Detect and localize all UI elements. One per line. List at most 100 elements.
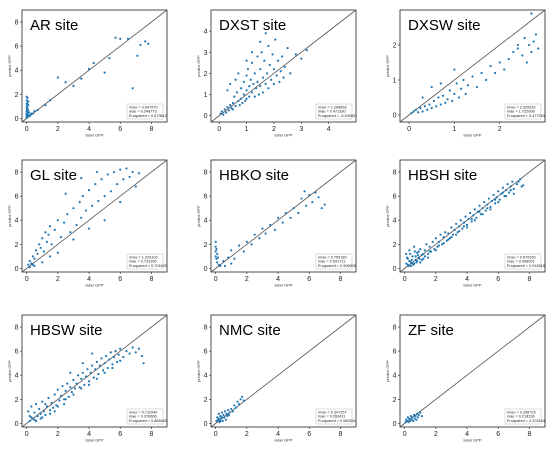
data-point (410, 258, 413, 262)
data-point (274, 38, 277, 41)
data-point (119, 168, 122, 171)
data-point (220, 110, 224, 113)
data-point (451, 233, 455, 236)
data-point (461, 227, 464, 230)
data-point (95, 377, 98, 380)
data-point (303, 190, 306, 193)
data-point (56, 388, 59, 391)
data-point (112, 170, 116, 174)
data-point (487, 197, 490, 200)
data-point (305, 49, 308, 52)
data-point (264, 82, 267, 86)
data-point (497, 201, 500, 204)
x-tick-label: 0 (403, 276, 407, 283)
one-to-one-line (210, 159, 357, 273)
y-tick-label: 8 (15, 325, 19, 332)
data-point (231, 108, 234, 111)
data-point (56, 405, 59, 408)
data-point (242, 250, 245, 253)
data-point (219, 419, 222, 423)
data-point (447, 232, 450, 235)
y-tick-label: 6 (393, 194, 397, 201)
data-point (439, 233, 442, 236)
data-point (33, 264, 36, 268)
data-point (80, 176, 83, 180)
data-point (465, 223, 469, 227)
data-point (131, 87, 134, 90)
data-point (314, 191, 317, 194)
data-point (119, 347, 122, 350)
data-point (33, 418, 36, 421)
data-point (512, 187, 515, 191)
data-point (245, 97, 248, 100)
data-point (64, 192, 67, 195)
x-tick-label: 8 (527, 431, 531, 438)
x-tick-label: 8 (149, 276, 153, 283)
data-point (27, 410, 30, 413)
data-point (241, 101, 244, 105)
data-point (44, 403, 47, 406)
stats-line: mae = 0.260411 (318, 415, 345, 419)
data-point (407, 264, 410, 268)
y-tick-label: 4 (204, 373, 208, 380)
data-point (47, 396, 50, 400)
stats-line: rmse = 0.258725 (507, 411, 536, 415)
data-point (404, 421, 407, 424)
data-point (408, 249, 411, 252)
x-axis-label: label GPP (85, 283, 103, 288)
data-point (80, 216, 83, 219)
data-point (111, 363, 114, 366)
data-point (419, 106, 422, 110)
data-point (284, 211, 287, 215)
data-point (421, 96, 424, 99)
data-point (34, 403, 38, 406)
data-point (45, 405, 49, 408)
x-tick-label: 4 (87, 126, 91, 133)
y-tick-label: 0 (204, 113, 208, 120)
one-to-one-line (21, 314, 168, 428)
x-axis-label: label GPP (274, 438, 292, 443)
data-point (518, 178, 522, 181)
stats-box (315, 408, 353, 425)
x-tick-label: 2 (434, 276, 438, 283)
data-point (61, 384, 64, 388)
data-point (80, 377, 83, 380)
stats-line: mae = 0.218236 (507, 415, 535, 419)
data-point (62, 403, 66, 406)
data-point (31, 255, 35, 258)
data-point (223, 108, 226, 111)
y-tick-label: 8 (393, 325, 397, 332)
x-tick-label: 4 (87, 276, 91, 283)
plot-frame (399, 159, 546, 273)
data-point (33, 257, 36, 260)
data-point (53, 393, 56, 396)
data-point (139, 43, 142, 47)
data-point (470, 220, 473, 223)
data-point (520, 185, 523, 188)
stats-line: R-squared = 0.918318 (507, 264, 545, 268)
data-point (279, 70, 282, 73)
data-point (532, 40, 535, 43)
x-tick-label: 6 (118, 431, 122, 438)
data-point (289, 216, 292, 219)
data-point (282, 76, 285, 79)
x-tick-label: 8 (149, 126, 153, 133)
data-point (423, 249, 427, 252)
data-point (103, 71, 106, 74)
data-point (409, 261, 413, 264)
data-point (42, 250, 45, 253)
stats-line: R-squared = 0.580341 (318, 419, 356, 423)
data-point (437, 240, 441, 243)
data-point (501, 186, 505, 189)
data-point (225, 412, 228, 415)
data-point (27, 100, 30, 103)
data-point (48, 412, 52, 415)
data-point (441, 94, 445, 97)
y-tick-label: 6 (15, 194, 19, 201)
data-point (484, 209, 487, 212)
data-point (97, 372, 100, 376)
data-point (416, 251, 419, 254)
data-point (475, 216, 478, 219)
data-point (226, 89, 229, 92)
y-tick-label: 2 (15, 92, 19, 99)
